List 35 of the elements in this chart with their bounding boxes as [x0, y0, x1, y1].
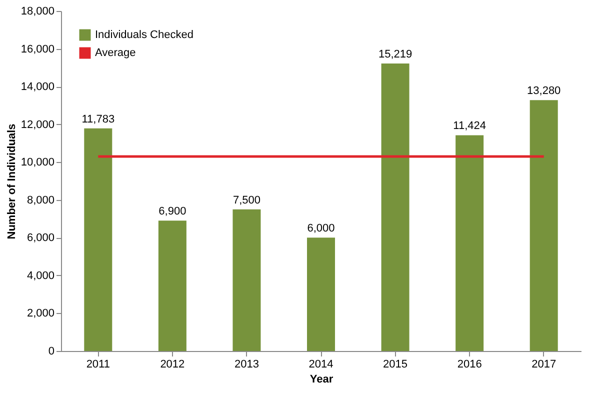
y-tick-label: 14,000	[20, 81, 54, 94]
bar	[381, 64, 410, 351]
x-tick-label: 2013	[234, 358, 259, 370]
y-tick-label: 16,000	[20, 43, 54, 56]
bar	[84, 128, 112, 351]
x-tick-label: 2017	[532, 358, 556, 370]
bar	[456, 135, 484, 351]
y-tick-label: 0	[48, 346, 54, 358]
data-label: 6,000	[307, 222, 335, 235]
legend-label: Individuals Checked	[95, 29, 194, 41]
data-label: 11,424	[453, 120, 486, 132]
x-tick-label: 2011	[86, 358, 110, 370]
data-label: 6,900	[158, 206, 186, 218]
legend-label: Average	[95, 47, 136, 59]
x-axis-title: Year	[310, 374, 334, 386]
y-axis-title: Number of Individuals	[6, 124, 18, 240]
y-tick-label: 8,000	[26, 194, 54, 206]
data-label: 13,280	[527, 85, 561, 98]
bar	[307, 238, 335, 351]
y-tick-label: 12,000	[20, 118, 54, 131]
x-tick-label: 2012	[160, 358, 185, 370]
data-label: 15,219	[378, 48, 412, 61]
bar	[232, 209, 261, 351]
y-tick-label: 4,000	[26, 270, 54, 282]
data-label: 11,783	[82, 113, 115, 126]
y-tick-label: 6,000	[26, 232, 54, 244]
y-tick-label: 10,000	[20, 156, 54, 169]
y-tick-label: 2,000	[26, 308, 54, 320]
x-tick-label: 2015	[383, 358, 408, 370]
bar	[530, 100, 558, 351]
bar	[158, 220, 186, 351]
x-tick-label: 2016	[457, 358, 482, 370]
y-tick-label: 18,000	[20, 6, 54, 18]
data-label: 7,500	[232, 194, 260, 206]
x-tick-label: 2014	[308, 358, 334, 370]
